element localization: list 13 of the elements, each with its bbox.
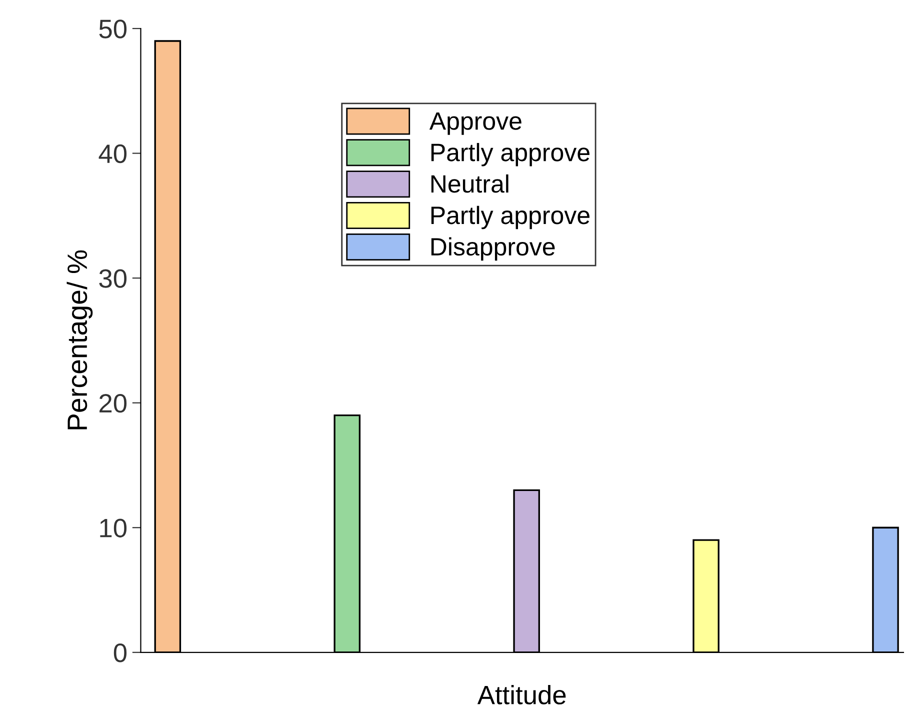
y-tick-label: 0: [114, 644, 127, 662]
y-tick-label: 40: [98, 144, 127, 164]
y-tick-label: 10: [100, 518, 127, 538]
x-axis-title: Attitude: [477, 685, 566, 704]
legend-label: Disapprove: [431, 237, 555, 261]
y-tick-label: 20: [100, 394, 127, 413]
legend-label: Neutral: [431, 174, 508, 193]
y-axis-title: Percentage/ %: [66, 250, 93, 430]
legend-label: Approve: [429, 112, 522, 135]
legend-label: Partly approve: [431, 142, 590, 166]
legend-label: Partly approve: [431, 206, 590, 230]
y-tick-label: 50: [99, 20, 127, 38]
y-tick-label: 30: [99, 269, 127, 288]
